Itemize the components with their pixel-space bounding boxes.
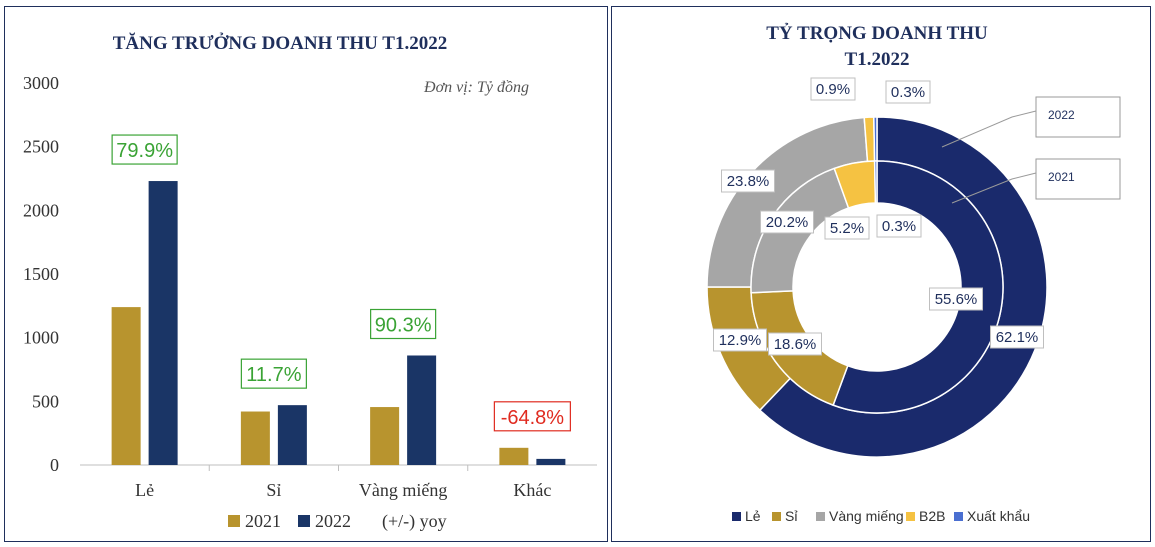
donut-label-box [810,77,856,101]
y-tick-label: 500 [32,391,59,411]
donut-label-box [990,325,1044,349]
callout-line [951,172,1037,204]
donut-label-2022-1: 12.9% [719,332,762,349]
yoy-label-box [240,358,307,389]
donut-label-box [885,80,931,104]
donut-label-2021-2: 20.2% [766,214,809,231]
bar-chart-title: TĂNG TRƯỞNG DOANH THU T1.2022 [113,32,447,54]
donut-label-box [760,210,814,234]
legend-swatch-2022 [298,515,310,527]
yoy-label: 11.7% [246,364,301,386]
category-label: Khác [513,480,551,500]
pie-legend-label-1: Sỉ [785,508,798,524]
donut-slice-2021-0 [832,160,1004,414]
y-tick-label: 1500 [23,264,59,284]
bar-2022-3 [536,458,566,465]
donut-label-box [768,332,822,356]
donut-label-box [824,216,870,240]
pie-legend-swatch-4 [954,512,963,521]
bar-2021-0 [111,307,141,465]
donut-label-box [929,287,983,311]
bar-chart: TĂNG TRƯỞNG DOANH THU T1.2022 Đơn vị: Tỷ… [23,32,597,532]
pie-legend-label-0: Lẻ [745,508,761,524]
yoy-label: -64.8% [501,407,565,429]
unit-note: Đơn vị: Tỷ đồng [423,79,529,96]
yoy-label-box [493,401,571,432]
donut-chart-panel: TỶ TRỌNG DOANH THU T1.2022 62.1% 12.9% 23.… [611,6,1151,542]
donut-label-box [713,328,767,352]
donut-label-2022-2: 23.8% [727,173,770,190]
pie-legend-swatch-2 [816,512,825,521]
y-tick-label: 1000 [23,328,59,348]
donut-label-2021-4: 0.3% [882,218,916,235]
legend-label-2021: 2021 [245,511,281,531]
bar-2022-2 [407,355,437,465]
pie-legend-swatch-0 [732,512,741,521]
donut-title-line-2: T1.2022 [845,49,910,70]
bar-2021-2 [370,407,400,465]
donut-label-2022-4: 0.3% [891,84,925,101]
pie-legend-label-2: Vàng miếng [829,508,904,524]
bar-2021-1 [240,411,270,465]
pie-legend-swatch-3 [906,512,915,521]
y-tick-label: 2000 [23,200,59,220]
donut-label-2022-0: 62.1% [996,329,1039,346]
y-tick-label: 0 [50,455,59,475]
yoy-label-box [370,308,437,340]
donut-label-box [721,169,775,193]
pie-legend-label-4: Xuất khẩu [967,508,1030,524]
bar-chart-panel: TĂNG TRƯỞNG DOANH THU T1.2022 Đơn vị: Tỷ… [4,6,608,542]
legend-label-2022: 2022 [315,511,351,531]
callout-label-2022: 2022 [1048,108,1075,122]
bar-2022-1 [277,405,307,465]
donut-slice-2021-4 [873,160,878,204]
callout-box [1035,158,1121,200]
y-tick-label: 3000 [23,73,59,93]
donut-label-2021-3: 5.2% [830,220,864,237]
donut-label-2021-0: 55.6% [935,291,978,308]
pie-legend-label-3: B2B [919,508,945,524]
donut-title-line-1: TỶ TRỌNG DOANH THU [766,23,988,44]
category-label: Sỉ [266,480,281,500]
yoy-label: 79.9% [116,140,173,162]
yoy-label: 90.3% [375,314,432,336]
donut-label-2022-3: 0.9% [816,81,850,98]
yoy-label-box [111,134,178,165]
pie-legend-swatch-1 [772,512,781,521]
callout-label-2021: 2021 [1048,170,1075,184]
bar-2022-0 [148,181,178,465]
bar-2021-3 [499,447,529,465]
callout-box [1035,96,1121,138]
callout-line [941,110,1037,148]
legend-swatch-2021 [228,515,240,527]
donut-chart: TỶ TRỌNG DOANH THU T1.2022 62.1% 12.9% 23.… [706,23,1121,524]
category-label: Vàng miếng [359,480,447,500]
legend-label-yoy: (+/-) yoy [382,511,447,532]
donut-slice-2022-4 [873,116,878,162]
category-label: Lẻ [135,480,154,500]
donut-label-box [876,214,922,238]
y-tick-label: 2500 [23,137,59,157]
donut-label-2021-1: 18.6% [774,336,817,353]
